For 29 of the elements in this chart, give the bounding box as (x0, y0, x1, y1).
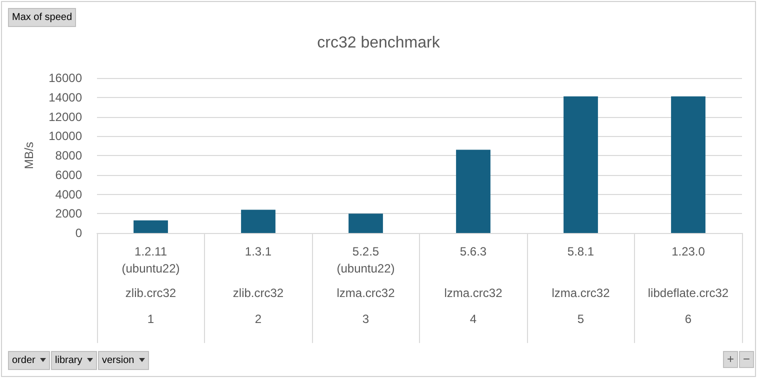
y-tick-label: 14000 (48, 90, 82, 104)
x-tick-label: 1.2.11 (ubuntu22) zlib.crc32 1 (122, 244, 180, 326)
bar (564, 96, 598, 233)
field-dropdown: version (98, 351, 150, 370)
category-label: 5.8.1 lzma.crc32 5 (552, 244, 610, 326)
y-tick-label: 10000 (48, 129, 82, 144)
chart-title: crc32 benchmark (317, 34, 441, 52)
bar (134, 220, 168, 233)
category-label: 1.23.0 libdeflate.crc32 6 (648, 244, 729, 326)
y-tick-label: 4000 (55, 187, 82, 202)
y-tick-label: 16000 (48, 71, 82, 85)
y-tick-label: 2000 (55, 206, 82, 221)
zoom-button: − (739, 351, 754, 368)
zoom-button: + (723, 351, 738, 368)
category-label: 1.3.1 zlib.crc32 2 (232, 244, 284, 326)
field-dropdown: library (51, 351, 98, 370)
category-label: 5.6.3 lzma.crc32 4 (444, 244, 502, 326)
y-tick-label: 12000 (48, 110, 82, 124)
bar (348, 214, 383, 233)
bar (671, 96, 706, 233)
y-tick-label: 6000 (55, 168, 82, 182)
x-tick-label: 5.2.5 (ubuntu22) lzma.crc32 3 (336, 244, 396, 326)
y-tick-label: 0 (75, 226, 82, 240)
bar (456, 150, 490, 233)
y-axis-title: MB/s (22, 142, 36, 170)
field-dropdown: order (8, 351, 50, 370)
field-button: Max of speed (8, 8, 76, 27)
bar (241, 210, 276, 233)
y-tick-label: 8000 (55, 148, 82, 162)
